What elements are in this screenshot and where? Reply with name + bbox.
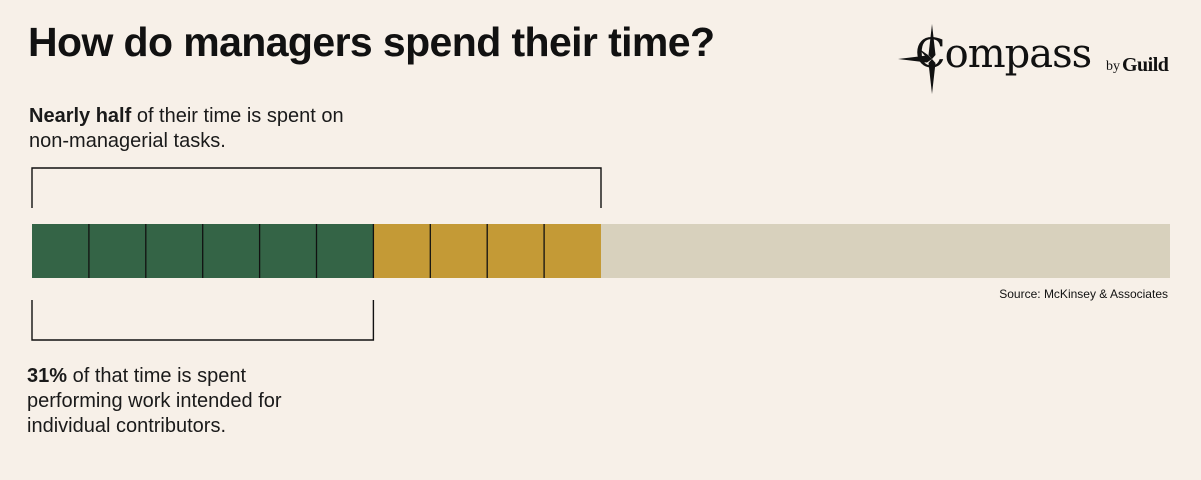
- logo-brand-text: Guild: [1122, 54, 1169, 76]
- annotation-31-percent: 31% of that time is spent performing wor…: [27, 364, 347, 439]
- annotation-bottom-bold: 31%: [27, 365, 68, 387]
- bracket-below: [31, 300, 375, 341]
- bar-segment-3: [601, 224, 1170, 278]
- annotation-top-bold: Nearly half: [29, 105, 132, 127]
- source-note: Source: McKinsey & Associates: [999, 287, 1168, 301]
- compass-star-icon: [898, 24, 936, 94]
- annotation-top-text: of their time is spent on non-managerial…: [29, 105, 344, 152]
- page-title: How do managers spend their time?: [28, 19, 715, 65]
- logo-by-text: by: [1106, 59, 1120, 74]
- logo-wordmark: Compass: [915, 31, 1092, 77]
- annotation-nearly-half: Nearly half of their time is spent on no…: [29, 104, 369, 154]
- compass-logo: Compass by Guild: [896, 22, 1176, 96]
- annotation-bottom-text: of that time is spent performing work in…: [27, 365, 282, 437]
- bracket-above: [31, 167, 602, 208]
